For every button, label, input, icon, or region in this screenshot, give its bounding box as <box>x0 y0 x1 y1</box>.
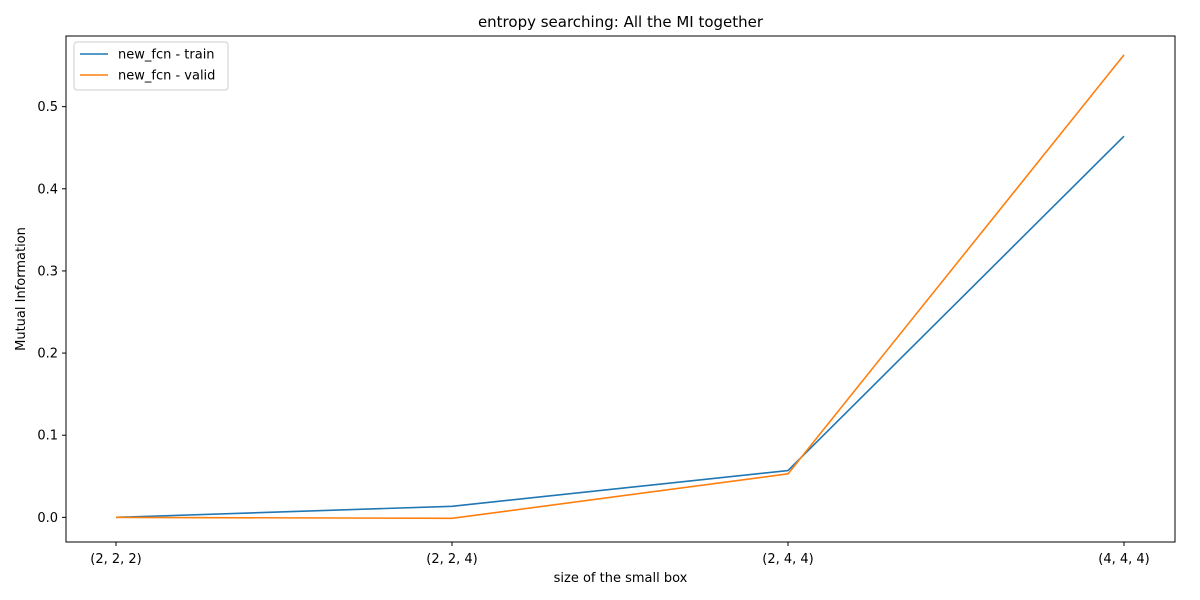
y-tick-label: 0.0 <box>37 511 58 526</box>
series-line-1 <box>115 54 1125 520</box>
plot-area <box>115 54 1125 520</box>
y-tick-label: 0.1 <box>37 429 58 444</box>
axis-ticks: (2, 2, 2) (2, 2, 4) (2, 4, 4) (4, 4, 4) 0.0 0… <box>37 100 1149 567</box>
legend-label-0: new_fcn - train <box>118 48 215 63</box>
x-tick-label: (4, 4, 4) <box>1098 552 1150 567</box>
legend-box <box>73 41 229 91</box>
y-tick-label: 0.2 <box>37 347 58 362</box>
legend: new_fcn - train new_fcn - valid <box>73 41 229 91</box>
x-tick-label: (2, 4, 4) <box>762 552 814 567</box>
y-tick-label: 0.3 <box>37 264 58 279</box>
x-tick-label: (2, 2, 4) <box>426 552 478 567</box>
x-tick-label: (2, 2, 2) <box>90 552 142 567</box>
y-tick-label: 0.5 <box>37 100 58 115</box>
series-line-0 <box>115 135 1125 519</box>
y-axis-label: Mutual Information <box>14 227 29 351</box>
x-axis-label: size of the small box <box>554 571 688 586</box>
chart-title: entropy searching: All the MI together <box>478 13 764 31</box>
y-tick-label: 0.4 <box>37 182 58 197</box>
legend-label-1: new_fcn - valid <box>118 69 215 84</box>
axes-frame <box>65 35 1176 543</box>
